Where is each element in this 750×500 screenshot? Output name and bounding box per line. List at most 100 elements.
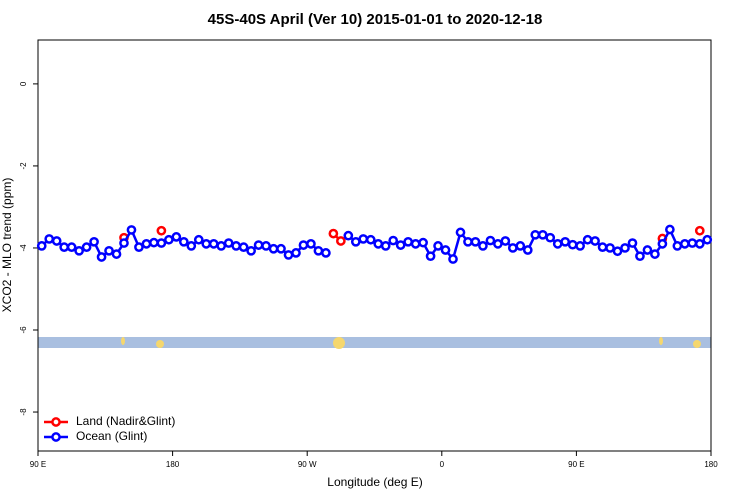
data-point [156,238,167,248]
data-point [223,238,234,248]
y-tick-label: -8 [19,408,28,416]
data-point [657,239,668,249]
data-point [627,238,638,248]
data-point [104,245,114,256]
data-point [96,252,107,262]
data-point [590,236,600,246]
legend-label: Ocean (Glint) [76,429,147,443]
data-point [44,234,55,244]
data-point [395,240,406,250]
y-axis-label: XCO2 - MLO trend (ppm) [0,178,14,313]
y-tick-label: -4 [19,244,28,252]
data-point [328,228,339,239]
x-axis-label: Longitude (deg E) [327,475,422,489]
data-point [485,235,496,246]
data-point [81,242,92,252]
data-point [418,237,428,248]
data-point [597,242,608,252]
data-point [455,227,466,238]
data-point [545,232,556,243]
data-point [567,239,578,250]
data-point [261,241,271,251]
data-point [126,225,137,235]
data-point [186,241,197,251]
data-point [582,234,593,245]
data-point [530,229,541,240]
data-point [164,234,174,245]
data-point [694,225,705,236]
data-point [216,241,227,251]
y-tick-label: 0 [19,81,28,86]
data-point [201,239,212,249]
data-point [268,243,279,254]
data-point [59,242,70,252]
data-point [193,234,204,245]
data-point [702,234,713,245]
data-point [51,236,62,246]
data-point [672,241,683,251]
data-point [74,245,84,256]
data-point [440,245,451,255]
data-point [313,245,324,256]
data-point [178,236,189,247]
data-point [36,241,47,251]
data-point [433,241,443,251]
x-tick-label: 0 [440,460,445,469]
data-point [111,249,122,259]
data-point [470,236,481,247]
data-point [208,239,219,249]
data-point [246,245,256,256]
land-mask-strip [38,337,711,349]
data-point [149,237,159,248]
data-point [388,235,399,246]
data-point [642,245,653,255]
data-point [507,243,518,253]
data-point [403,236,413,247]
data-point [134,242,144,252]
y-tick-label: -6 [19,326,28,334]
data-point [500,236,511,246]
data-point [463,236,473,247]
data-point [478,241,488,251]
y-tick-label: -2 [19,162,28,170]
x-tick-label: 90 E [568,460,584,469]
data-point [380,241,391,251]
data-point [620,243,630,253]
data-point [306,239,316,249]
data-point [552,239,563,249]
data-point [635,251,645,262]
legend-label: Land (Nadir&Glint) [76,414,175,428]
data-point [687,238,698,248]
data-point [650,249,660,259]
data-point [679,239,690,249]
data-point [321,248,331,258]
data-point [276,243,286,254]
data-point [141,239,152,249]
data-point [522,245,533,255]
data-point [253,240,264,250]
legend-marker [51,432,61,442]
x-tick-label: 180 [166,460,180,469]
data-point [410,239,421,249]
data-point [238,242,249,252]
data-point [665,224,675,235]
data-point [231,241,242,251]
data-point [350,236,361,247]
data-point [358,234,369,244]
x-tick-label: 90 E [30,460,46,469]
data-point [336,236,346,246]
data-point [291,248,301,258]
x-tick-label: 180 [704,460,718,469]
data-point [119,238,129,248]
data-point [365,234,376,245]
data-point [605,243,615,253]
data-point [612,246,623,257]
data-point [694,239,705,249]
data-point [448,254,458,264]
data-point [425,251,436,262]
data-point [537,229,548,240]
data-point [66,242,77,252]
legend-marker [51,417,61,427]
data-point [515,241,526,251]
